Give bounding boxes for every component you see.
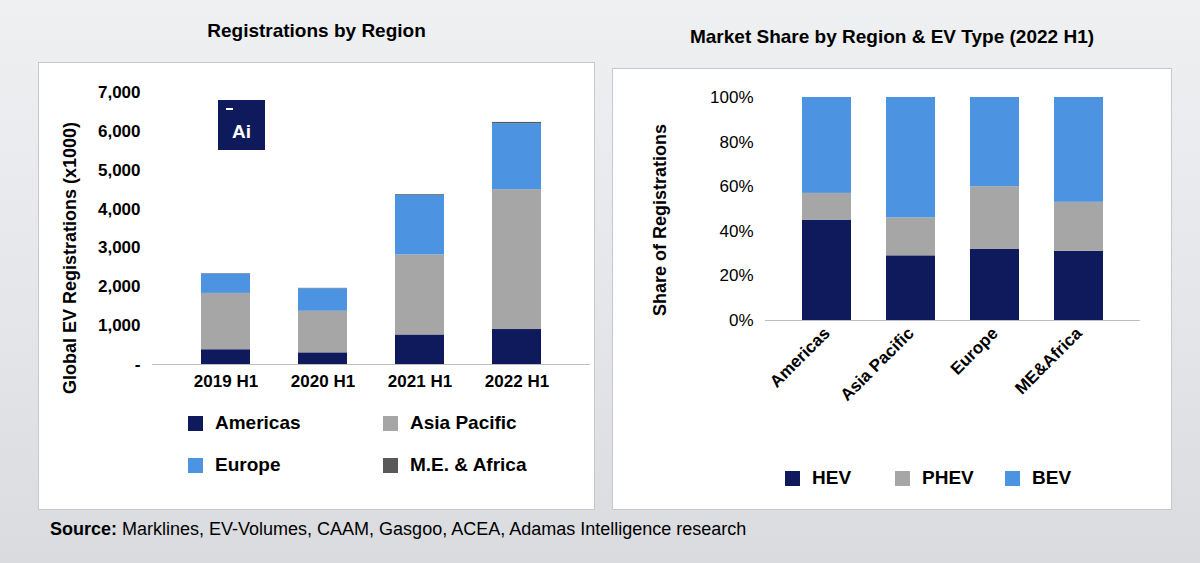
svg-text:20%: 20% (719, 266, 753, 285)
svg-text:Americas: Americas (766, 324, 834, 392)
html-text:Europe: Europe (215, 454, 281, 475)
svg-text:2021 H1: 2021 H1 (388, 372, 452, 391)
svg-text:80%: 80% (719, 133, 753, 152)
svg-text:5,000: 5,000 (98, 161, 141, 180)
html-text:Share of Registrations: Share of Registrations (649, 124, 670, 316)
svg-text:6,000: 6,000 (98, 122, 141, 141)
svg-text:3,000: 3,000 (98, 238, 141, 257)
html-text:Registrations by Region: Registrations by Region (207, 20, 426, 41)
html-text:M.E. & Africa: M.E. & Africa (410, 454, 527, 475)
svg-text:7,000: 7,000 (98, 83, 141, 102)
svg-text:2022 H1: 2022 H1 (485, 372, 549, 391)
svg-text:60%: 60% (719, 177, 753, 196)
svg-text:2020 H1: 2020 H1 (291, 372, 355, 391)
html-text:BEV: BEV (1032, 467, 1072, 488)
html-text:Global EV Registrations (x1000: Global EV Registrations (x1000) (59, 122, 80, 394)
svg-text:4,000: 4,000 (98, 200, 141, 219)
html-text:Source: Marklines, EV-Volumes,: Source: Marklines, EV-Volumes, CAAM, Gas… (50, 519, 747, 539)
html-text:Asia Pacific: Asia Pacific (410, 412, 517, 433)
svg-text:Europe: Europe (947, 324, 1002, 379)
svg-text:2,000: 2,000 (98, 277, 141, 296)
html-text:PHEV: PHEV (922, 467, 974, 488)
html-text:HEV: HEV (812, 467, 852, 488)
svg-text:0%: 0% (729, 311, 754, 330)
html-text:Americas: Americas (215, 412, 301, 433)
svg-text:-: - (135, 355, 141, 374)
html-text:Market Share by Region & EV Ty: Market Share by Region & EV Type (2022 H… (690, 26, 1094, 47)
html-text:Ai: Ai (232, 121, 251, 142)
svg-text:2019 H1: 2019 H1 (194, 372, 258, 391)
svg-text:Asia Pacific: Asia Pacific (837, 324, 918, 405)
svg-text:40%: 40% (719, 222, 753, 241)
svg-text:100%: 100% (710, 88, 753, 107)
svg-text:ME&Africa: ME&Africa (1011, 323, 1086, 398)
svg-text:1,000: 1,000 (98, 316, 141, 335)
